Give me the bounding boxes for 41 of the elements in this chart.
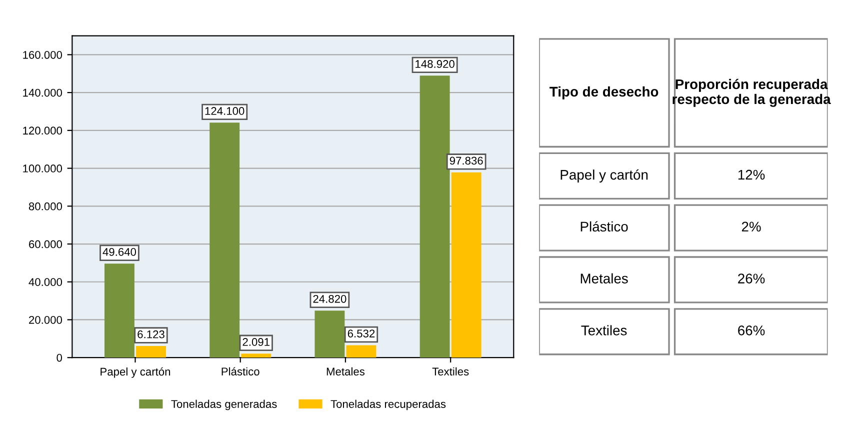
y-tick-label: 60.000 <box>29 240 62 248</box>
bar <box>420 76 450 358</box>
y-tick-label: 140.000 <box>23 88 62 97</box>
data-label: 2.091 <box>242 338 270 346</box>
text: Plástico <box>580 221 628 232</box>
y-tick-label: 100.000 <box>23 164 62 172</box>
text: 26% <box>738 274 765 284</box>
x-tick-label: Papel y cartón <box>100 367 170 378</box>
data-label: 124.100 <box>205 107 244 115</box>
text: 12% <box>738 170 765 180</box>
text: Proporción recuperada respecto de la generada <box>672 78 831 107</box>
data-label: 49.640 <box>102 248 136 256</box>
text: Papel y cartón <box>560 169 648 182</box>
legend-label: Toneladas recuperadas <box>330 400 446 410</box>
text: Metales <box>580 273 628 284</box>
bar <box>210 122 240 358</box>
x-tick-label: Textiles <box>432 367 469 376</box>
text: Tipo de desecho <box>550 86 658 100</box>
y-tick-label: 0 <box>56 354 62 362</box>
bar <box>104 264 134 358</box>
bar <box>314 310 345 358</box>
y-tick-label: 20.000 <box>29 316 62 324</box>
text: 2% <box>742 222 761 232</box>
data-label: 97.836 <box>450 156 483 165</box>
y-tick-label: 120.000 <box>23 126 62 135</box>
bar <box>346 345 376 358</box>
text: Textiles <box>581 325 627 336</box>
y-tick-label: 40.000 <box>28 278 62 286</box>
bar <box>241 354 272 358</box>
data-label: 148.920 <box>416 60 454 68</box>
data-label: 6.123 <box>138 330 164 338</box>
data-label: 24.820 <box>313 294 346 303</box>
y-tick-label: 160.000 <box>23 50 62 59</box>
bar <box>451 172 482 358</box>
legend-label: Toneladas generadas <box>171 400 277 410</box>
x-tick-label: Metales <box>326 367 365 376</box>
bar <box>136 346 166 358</box>
x-tick-label: Plástico <box>222 367 260 376</box>
data-label: 6.532 <box>348 330 375 338</box>
text: 66% <box>738 326 765 336</box>
y-tick-label: 80.000 <box>28 202 62 210</box>
